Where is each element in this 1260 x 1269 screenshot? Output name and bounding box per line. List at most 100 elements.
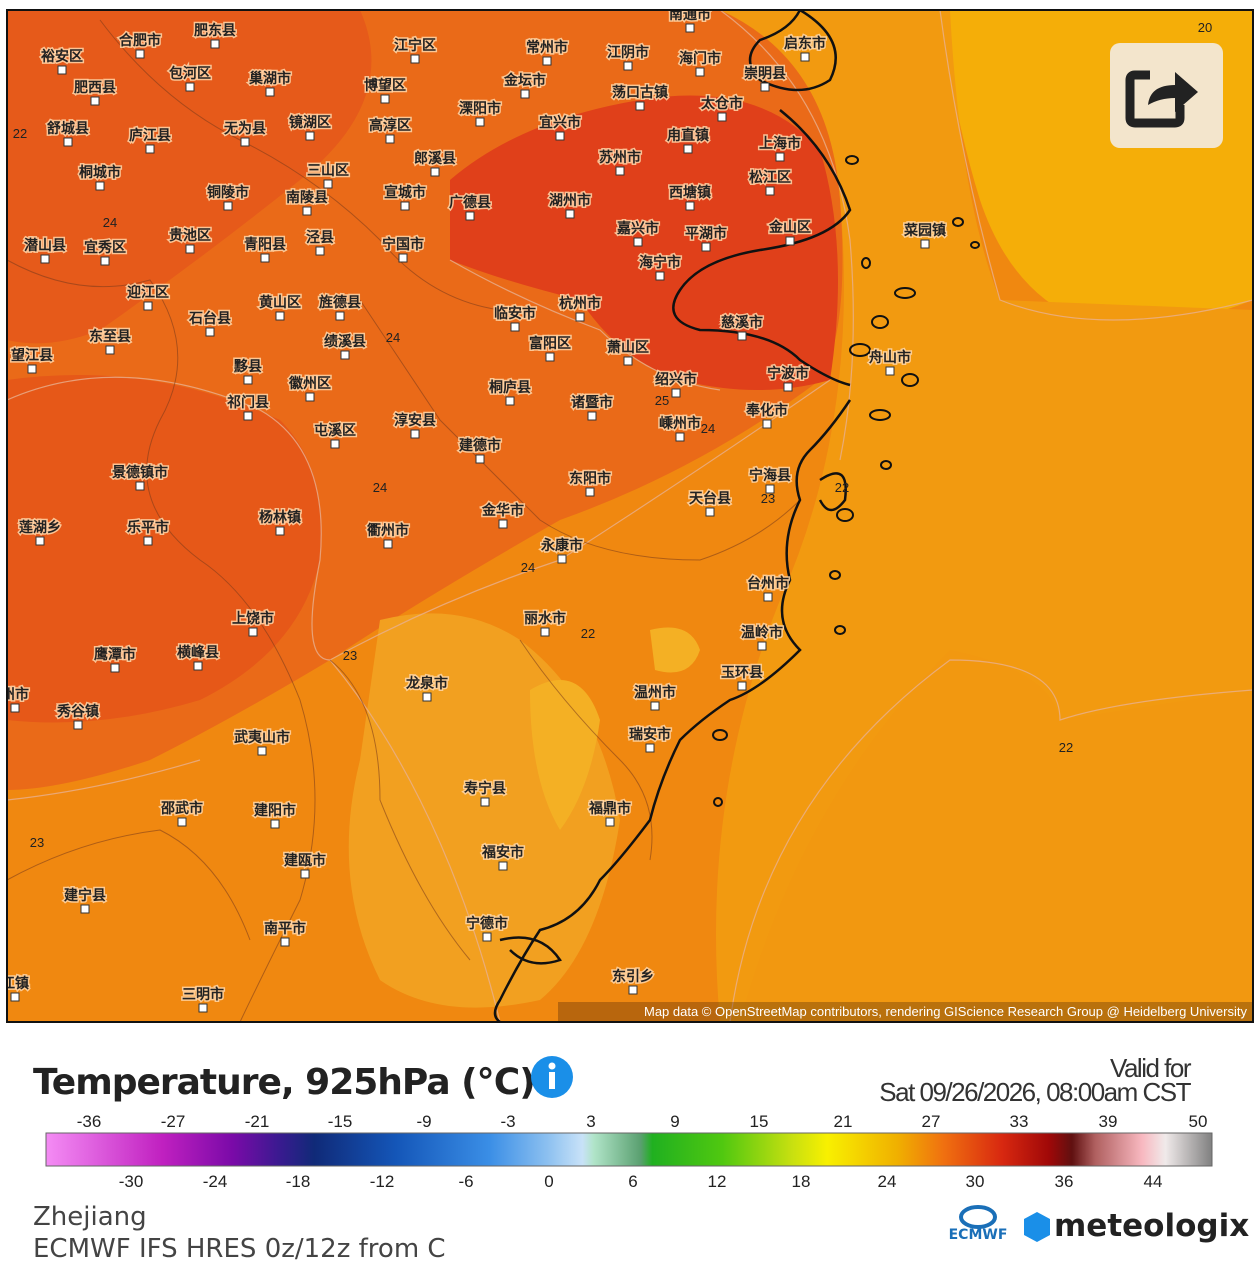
- city-marker: [257, 746, 267, 756]
- colorbar-tick-label: -21: [245, 1112, 270, 1131]
- city-label: 裕安区: [40, 48, 83, 65]
- colorbar-tick-label: 36: [1055, 1172, 1074, 1191]
- city-marker: [701, 242, 711, 252]
- city-marker: [475, 117, 485, 127]
- city-marker: [248, 627, 258, 637]
- colorbar-tick-label: 18: [792, 1172, 811, 1191]
- city-label: 龙泉市: [405, 675, 448, 692]
- city-label: 贵池区: [169, 227, 211, 244]
- ecmwf-text: ECMWF: [949, 1227, 1008, 1243]
- contour-label: 22: [13, 126, 27, 141]
- city-marker: [280, 937, 290, 947]
- contour-label: 24: [386, 330, 400, 345]
- city-label: 旌德县: [319, 294, 361, 311]
- contour-label: 23: [30, 835, 44, 850]
- city-marker: [765, 484, 775, 494]
- city-label: 庐江县: [129, 127, 171, 144]
- colorbar-tick-label: 44: [1144, 1172, 1163, 1191]
- colorbar-tick-label: 21: [834, 1112, 853, 1131]
- city-marker: [635, 101, 645, 111]
- city-marker: [695, 67, 705, 77]
- city-label: 青阳县: [244, 236, 286, 253]
- city-label: 启东市: [784, 35, 826, 52]
- city-label: 宁海县: [749, 467, 791, 484]
- city-marker: [27, 364, 37, 374]
- city-label: 临安市: [494, 305, 536, 322]
- city-marker: [498, 519, 508, 529]
- colorbar-tick-label: 39: [1099, 1112, 1118, 1131]
- city-label: 金坛市: [503, 72, 546, 89]
- city-marker: [765, 186, 775, 196]
- city-label: 潜山县: [24, 237, 66, 254]
- city-marker: [763, 592, 773, 602]
- city-label: 三山区: [307, 163, 349, 179]
- city-marker: [655, 271, 665, 281]
- city-marker: [198, 1003, 208, 1013]
- colorbar-tick-label: 50: [1189, 1112, 1208, 1131]
- city-label: 东阳市: [569, 470, 611, 487]
- colorbar-ticks: -36 -27 -21 -15 -9 -3 3 9 15 21 27 33 39 50-30 -24 -18-…: [77, 1112, 1208, 1191]
- city-label: 秀谷镇: [56, 703, 99, 720]
- city-marker: [205, 327, 215, 337]
- city-label: 永康市: [540, 537, 583, 554]
- city-label: 巢湖市: [248, 70, 291, 87]
- city-label: 寿宁县: [464, 780, 506, 797]
- city-label: 溧阳市: [459, 100, 501, 117]
- city-marker: [762, 419, 772, 429]
- colorbar-tick-label: 12: [708, 1172, 727, 1191]
- city-marker: [398, 253, 408, 263]
- city-marker: [920, 239, 930, 249]
- colorbar-tick-label: 6: [628, 1172, 637, 1191]
- city-label: 东至县: [89, 328, 131, 345]
- city-marker: [775, 152, 785, 162]
- region: Zhejiang: [33, 1202, 147, 1232]
- city-marker: [185, 244, 195, 254]
- city-marker: [340, 350, 350, 360]
- city-marker: [783, 382, 793, 392]
- colorbar: [45, 1132, 1213, 1167]
- city-marker: [737, 331, 747, 341]
- city-marker: [380, 94, 390, 104]
- city-label: 宁波市: [767, 365, 809, 382]
- city-label: 镜湖区: [289, 114, 331, 131]
- valid-time: Sat 09/26/2026, 08:00am CST: [879, 1077, 1191, 1107]
- city-marker: [80, 904, 90, 914]
- city-marker: [135, 481, 145, 491]
- city-marker: [430, 167, 440, 177]
- city-marker: [575, 312, 585, 322]
- city-label: 上海市: [759, 135, 801, 152]
- colorbar-tick-label: -9: [416, 1112, 431, 1131]
- city-marker: [628, 985, 638, 995]
- city-label: 景德镇市: [112, 464, 168, 481]
- city-marker: [260, 253, 270, 263]
- city-marker: [633, 237, 643, 247]
- city-marker: [90, 96, 100, 106]
- city-marker: [143, 536, 153, 546]
- city-marker: [545, 352, 555, 362]
- city-marker: [557, 554, 567, 564]
- city-label: 望江县: [11, 347, 53, 364]
- city-marker: [587, 411, 597, 421]
- city-marker: [10, 703, 20, 713]
- city-marker: [540, 627, 550, 637]
- city-marker: [323, 179, 333, 189]
- city-label: 桐城市: [79, 164, 121, 181]
- city-marker: [645, 743, 655, 753]
- city-marker: [243, 411, 253, 421]
- map: 南通市肥东县合肥市裕安区江宁区 常州市 江阴市 海门市启东市肥西县包河区 巢湖市 博望区金…: [7, 10, 1253, 1022]
- info-icon[interactable]: [531, 1056, 573, 1098]
- city-marker: [623, 356, 633, 366]
- model: ECMWF IFS HRES 0z/12z from C: [33, 1234, 446, 1264]
- city-marker: [110, 663, 120, 673]
- city-marker: [240, 137, 250, 147]
- city-marker: [243, 375, 253, 385]
- share-button[interactable]: [1110, 43, 1223, 148]
- city-label: 嘉兴市: [616, 220, 659, 237]
- colorbar-tick-label: 3: [586, 1112, 595, 1131]
- city-marker: [315, 246, 325, 256]
- city-label: 祁门县: [227, 394, 269, 411]
- city-label: 玉环县: [721, 665, 763, 681]
- city-label: 迎江区: [127, 284, 169, 301]
- attribution: Map data © OpenStreetMap contributors, r…: [644, 1004, 1248, 1019]
- city-label: 黟县: [234, 358, 262, 375]
